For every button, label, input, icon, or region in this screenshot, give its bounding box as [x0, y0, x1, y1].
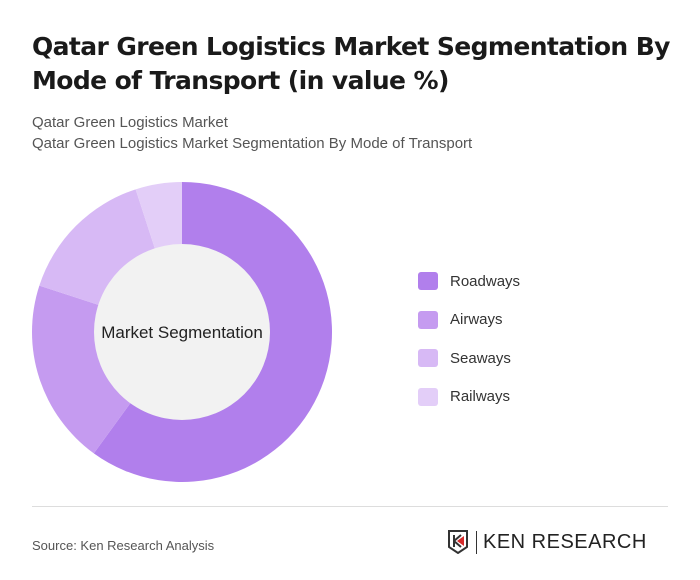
divider: [32, 506, 668, 507]
donut-hole: [94, 244, 270, 420]
legend-label: Airways: [450, 311, 503, 329]
legend-swatch: [418, 310, 438, 329]
legend-label: Railways: [450, 388, 511, 406]
legend-item-railways[interactable]: Railways: [418, 378, 520, 417]
chart-title: Qatar Green Logistics Market Segmentatio…: [32, 32, 670, 95]
legend-swatch: [418, 387, 438, 406]
legend-swatch: [418, 272, 438, 291]
legend-swatch: [418, 349, 438, 368]
logo-text: KEN RESEARCH: [476, 530, 647, 554]
legend-item-seaways[interactable]: Seaways: [418, 339, 520, 378]
chart-subtitle: Qatar Green Logistics Market: [32, 114, 228, 131]
chart-subtitle-2: Qatar Green Logistics Market Segmentatio…: [32, 135, 473, 152]
donut-chart: Market Segmentation: [32, 182, 332, 482]
ken-logo-icon: [448, 530, 468, 554]
source-note: Source: Ken Research Analysis: [32, 538, 215, 553]
center-label: Market Segmentation: [101, 323, 263, 342]
legend-item-roadways[interactable]: Roadways: [418, 262, 520, 301]
legend: Roadways Airways Seaways Railways: [418, 262, 520, 416]
ken-research-logo: KEN RESEARCH: [448, 530, 647, 554]
legend-item-airways[interactable]: Airways: [418, 301, 520, 340]
legend-label: Seaways: [450, 349, 511, 367]
legend-label: Roadways: [450, 272, 521, 290]
